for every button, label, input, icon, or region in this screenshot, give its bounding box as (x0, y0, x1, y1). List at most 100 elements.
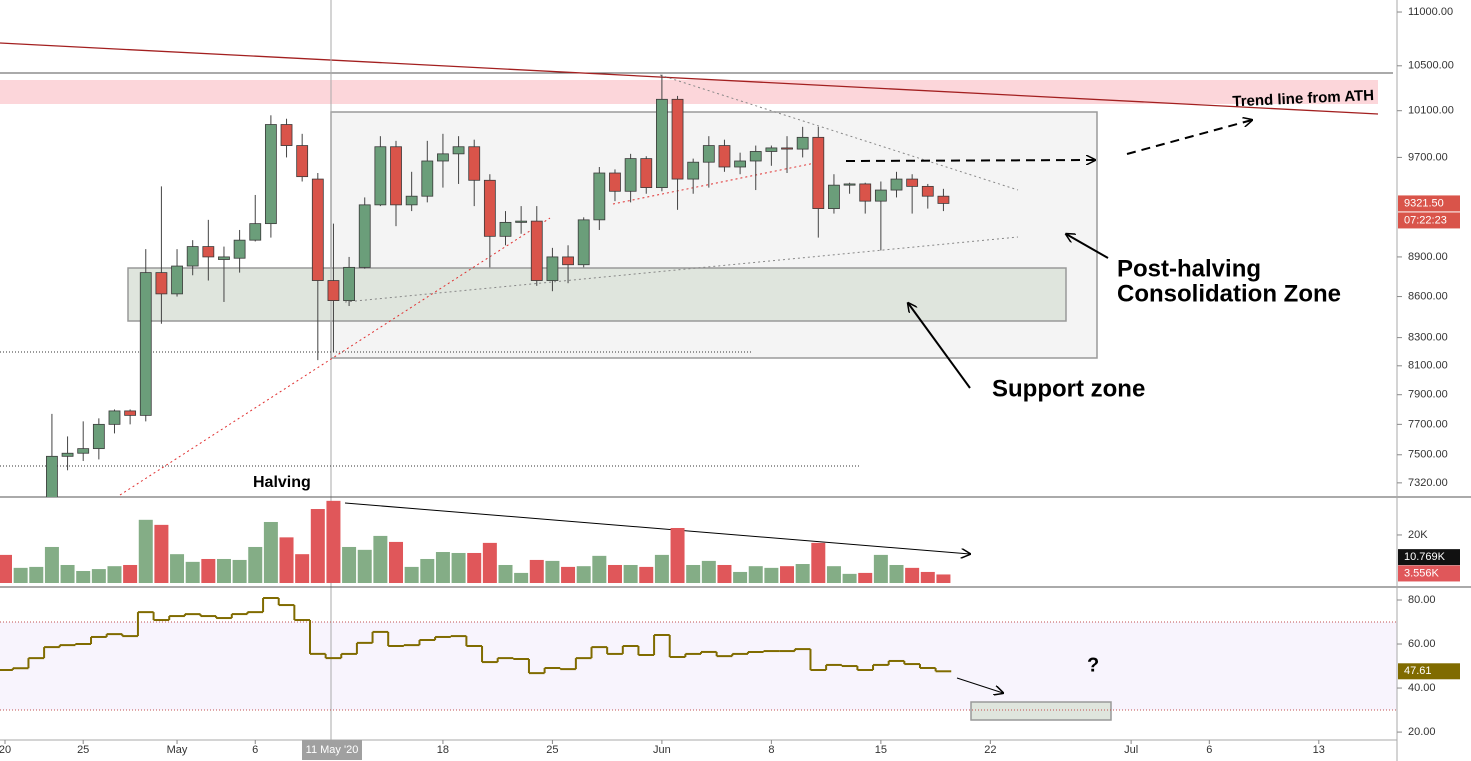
volume-bar (733, 571, 748, 583)
candle-body (702, 145, 715, 163)
volume-bar (389, 541, 404, 583)
candle-body (77, 448, 90, 454)
candle-body (828, 184, 840, 209)
projection-arrow (845, 160, 1095, 161)
rsi-arrow (956, 677, 1003, 693)
volume-bar (639, 566, 654, 583)
y-tick-label: 7320.00 (1408, 477, 1448, 489)
dotted-trend (612, 162, 816, 205)
candle-body (249, 223, 262, 241)
x-tick-label: 18 (437, 744, 449, 756)
ma-label-bg (1398, 549, 1460, 566)
resistance-band (0, 80, 1378, 104)
support-box (127, 267, 1067, 322)
y-tick-label: 7500.00 (1408, 449, 1448, 461)
candle-body (937, 195, 950, 204)
volume-bar (592, 555, 607, 583)
rsi-band (0, 622, 1397, 710)
y-tick-label: 8100.00 (1408, 360, 1448, 372)
candle-body (124, 410, 137, 416)
candle-body (609, 172, 621, 192)
volume-bar (717, 564, 732, 583)
volume-trend-arrow (344, 502, 970, 554)
candle-body (108, 410, 121, 425)
candle-body (452, 146, 465, 155)
volume-bar (920, 571, 935, 583)
crosshair-label: 11 May '20 (306, 744, 359, 756)
x-tick-label: 22 (984, 744, 996, 756)
candle-body (280, 124, 293, 146)
x-tick-label: May (167, 744, 188, 756)
candle-body (499, 221, 512, 237)
volume-bar (607, 564, 622, 583)
candle-body (343, 266, 355, 302)
x-tick-label: 15 (875, 744, 887, 756)
volume-bar (107, 566, 122, 583)
volume-bar (279, 537, 294, 583)
candle-body (390, 146, 402, 206)
volume-bar (764, 567, 779, 583)
volume-bar (357, 549, 372, 583)
volume-bar (873, 554, 888, 583)
candle-body (812, 136, 825, 209)
candle-body (890, 178, 903, 191)
volume-bar (154, 524, 169, 583)
y-tick-label: 80.00 (1408, 594, 1436, 606)
y-tick-label: 20K (1408, 529, 1428, 541)
x-tick-label: 6 (252, 744, 258, 756)
volume-bar (373, 535, 388, 583)
volume-bar (514, 572, 529, 583)
volume-bar (467, 552, 482, 583)
annotation: Trend line from ATH (1232, 87, 1374, 110)
x-tick-label: 8 (768, 744, 774, 756)
candle-body (671, 98, 684, 180)
y-tick-label: 40.00 (1408, 682, 1436, 694)
candle-body (421, 160, 434, 197)
y-tick-label: 9700.00 (1408, 151, 1448, 163)
volume-panel (0, 500, 951, 583)
volume-bar (342, 546, 357, 583)
volume-bar (811, 542, 826, 583)
price-panel (46, 74, 950, 497)
volume-bar (686, 564, 701, 583)
candle-body (687, 161, 700, 180)
volume-bar (263, 521, 278, 583)
ma-label: 10.769K (1404, 551, 1446, 563)
annotation: Halving (253, 474, 311, 491)
rsi-panel (0, 597, 1397, 711)
y-tick-label: 11000.00 (1408, 6, 1453, 18)
crosshair-box (302, 740, 362, 760)
candle-body (327, 280, 340, 302)
volume-bar (561, 566, 576, 583)
pointer-arrow (1066, 234, 1109, 259)
x-tick-label: 25 (77, 744, 89, 756)
volume-bar (905, 567, 920, 583)
candle-body (796, 136, 809, 150)
annotation: Support zone (992, 375, 1145, 402)
candle-body (171, 265, 183, 295)
volume-bar (435, 552, 450, 583)
candle-body (437, 153, 449, 162)
candle-body (483, 179, 496, 237)
x-tick-label: 25 (546, 744, 558, 756)
candle-body (202, 246, 215, 258)
candle-body (530, 220, 543, 281)
y-tick-label: 7700.00 (1408, 418, 1448, 430)
x-tick-label: 13 (1313, 744, 1325, 756)
volume-bar (670, 527, 685, 583)
candle-body (264, 124, 277, 225)
dotted-trend (119, 217, 551, 496)
candle-body (358, 204, 371, 268)
candle-body (46, 455, 58, 497)
volume-bar (748, 566, 763, 583)
candle-body (624, 158, 637, 192)
candle-body (311, 178, 324, 281)
rsi-target-box (970, 701, 1112, 721)
volume-bar (529, 559, 544, 583)
candle-body (468, 146, 481, 181)
volume-bar (44, 546, 59, 583)
candle-body (515, 220, 528, 223)
candle-body (139, 272, 152, 416)
y-tick-label: 7900.00 (1408, 389, 1448, 401)
